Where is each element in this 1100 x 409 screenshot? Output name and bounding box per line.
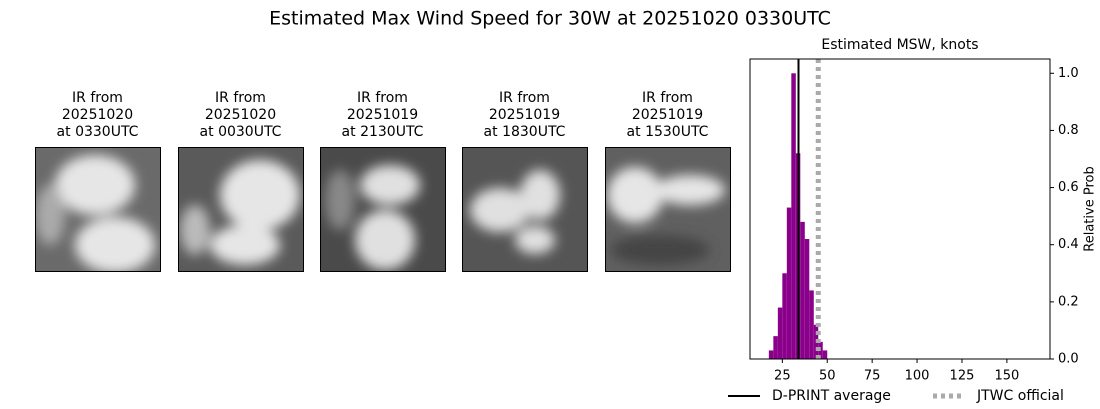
ir-image: [35, 147, 160, 271]
bar: [782, 273, 787, 359]
x-tick-label: 150: [994, 369, 1019, 384]
axes-frame: [749, 58, 1051, 360]
chart-title: Estimated MSW, knots: [821, 37, 978, 53]
y-axis-label: Relative Prob: [1083, 166, 1098, 251]
y-tick-label: 0.8: [1058, 123, 1079, 138]
bar: [791, 73, 796, 360]
page-title: Estimated Max Wind Speed for 30W at 2025…: [269, 8, 831, 30]
x-tick-label: 125: [950, 369, 975, 384]
x-tick-label: 25: [774, 369, 791, 384]
panel-title: at 0030UTC: [200, 124, 282, 140]
bar: [800, 221, 805, 359]
y-tick-label: 0.6: [1058, 180, 1079, 195]
legend-label: D-PRINT average: [772, 388, 891, 404]
panel-title: IR from: [72, 90, 123, 106]
y-tick-label: 0.2: [1058, 294, 1079, 309]
panel-title: at 1530UTC: [627, 124, 709, 140]
x-tick-label: 50: [819, 369, 836, 384]
bar: [786, 207, 792, 359]
panel-title: IR from: [215, 90, 266, 106]
ir-image: [605, 147, 730, 271]
panel-title: 20251019: [632, 107, 703, 123]
panel-title: at 0330UTC: [57, 124, 139, 140]
x-tick-label: 100: [905, 369, 930, 384]
ir-image: [462, 147, 587, 271]
bar: [804, 239, 810, 359]
x-tick-label: 75: [864, 369, 881, 384]
image-frames: [35, 147, 731, 272]
panel-title: 20251019: [347, 107, 418, 123]
panel-title: 20251020: [62, 107, 133, 123]
panel-title: at 2130UTC: [342, 124, 424, 140]
bar: [777, 307, 783, 359]
panel-title: IR from: [642, 90, 693, 106]
panel-title: at 1830UTC: [484, 124, 566, 140]
bar: [822, 350, 828, 359]
panel-title: IR from: [499, 90, 550, 106]
panel-title: 20251019: [489, 107, 560, 123]
bar: [773, 336, 778, 359]
panel-title: IR from: [357, 90, 408, 106]
bar: [768, 350, 774, 359]
y-tick-label: 0.0: [1058, 352, 1079, 367]
y-tick-label: 0.4: [1058, 237, 1079, 252]
y-tick-label: 1.0: [1058, 66, 1079, 81]
legend-label: JTWC official: [976, 388, 1064, 404]
ir-image: [320, 147, 445, 271]
ir-image: [178, 147, 303, 271]
panel-title: 20251020: [205, 107, 276, 123]
bar: [809, 290, 814, 359]
